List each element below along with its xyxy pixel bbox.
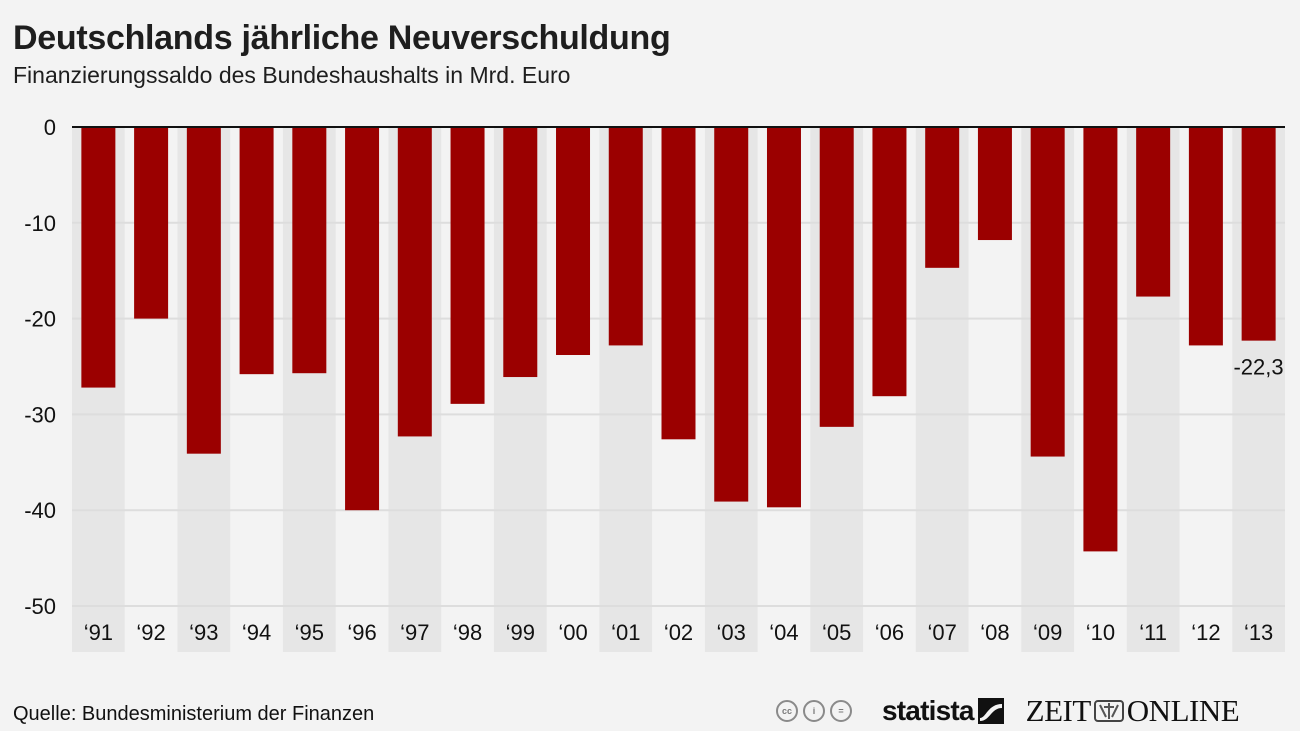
bars: [81, 127, 1276, 552]
column-bands: [72, 127, 1285, 652]
bar-17: [977, 127, 1012, 241]
x-tick-label: ‘91: [84, 620, 113, 645]
x-tick-label: ‘98: [453, 620, 482, 645]
x-tick-label: ‘95: [295, 620, 324, 645]
footer-logos: cc i = statista ZEIT ONLINE: [776, 693, 1240, 729]
x-tick-label: ‘99: [506, 620, 535, 645]
bar-1: [134, 127, 169, 319]
y-tick-label: -20: [24, 307, 56, 332]
x-tick-label: ‘93: [189, 620, 218, 645]
x-tick-label: ‘05: [822, 620, 851, 645]
bar-8: [503, 127, 538, 378]
zeit-online-logo[interactable]: ZEIT ONLINE: [1026, 693, 1240, 729]
x-tick-label: ‘97: [400, 620, 429, 645]
y-tick-label: 0: [44, 115, 56, 140]
x-tick-label: ‘03: [717, 620, 746, 645]
bar-22: [1241, 127, 1276, 341]
y-tick-label: -40: [24, 498, 56, 523]
bar-2: [186, 127, 221, 454]
x-tick-label: ‘02: [664, 620, 693, 645]
x-tick-label: ‘01: [611, 620, 640, 645]
x-tick-label: ‘09: [1033, 620, 1062, 645]
bar-11: [661, 127, 696, 440]
y-tick-label: -30: [24, 402, 56, 427]
bar-13: [766, 127, 801, 508]
chart-title: Deutschlands jährliche Neuverschuldung: [13, 19, 671, 57]
x-tick-label: ‘10: [1086, 620, 1115, 645]
bar-3: [239, 127, 274, 375]
online-wordmark: ONLINE: [1126, 693, 1240, 728]
chart-subtitle: Finanzierungssaldo des Bundeshaushalts i…: [13, 62, 571, 88]
statista-wordmark: statista: [882, 695, 974, 726]
bar-chart: 0-10-20-30-40-50 ‘91 ‘92 ‘93 ‘94 ‘95 ‘96 ‘97 ‘9…: [24, 115, 1285, 652]
x-tick-label: ‘00: [558, 620, 587, 645]
bar-15: [872, 127, 907, 397]
bar-4: [292, 127, 327, 374]
x-tick-label: ‘96: [347, 620, 376, 645]
y-tick-label: -50: [24, 594, 56, 619]
bar-21: [1188, 127, 1223, 346]
bar-14: [819, 127, 854, 427]
bar-9: [556, 127, 591, 356]
cc-icon[interactable]: cc: [776, 700, 798, 722]
zeit-wordmark: ZEIT: [1025, 693, 1092, 728]
x-tick-label: ‘08: [980, 620, 1009, 645]
by-attribution-icon[interactable]: i: [803, 700, 825, 722]
x-tick-label: ‘06: [875, 620, 904, 645]
bar-16: [925, 127, 960, 268]
bar-18: [1030, 127, 1065, 457]
bar-10: [608, 127, 643, 346]
x-axis-ticks: ‘91 ‘92 ‘93 ‘94 ‘95 ‘96 ‘97 ‘98 ‘99 ‘00 ‘01 ‘02 ‘03 ‘…: [84, 620, 1274, 645]
bar-19: [1083, 127, 1118, 552]
x-tick-label: ‘12: [1191, 620, 1220, 645]
no-derivatives-icon[interactable]: =: [830, 700, 852, 722]
bar-5: [345, 127, 380, 511]
statista-mark-icon: [977, 698, 1004, 724]
x-tick-label: ‘94: [242, 620, 271, 645]
x-tick-label: ‘11: [1139, 620, 1167, 645]
x-tick-label: ‘13: [1244, 620, 1273, 645]
x-tick-label: ‘04: [769, 620, 798, 645]
y-axis-ticks: 0 -10 -20 -30 -40 -50: [24, 115, 56, 619]
data-label: -22,3: [1233, 355, 1283, 380]
bar-20: [1136, 127, 1171, 297]
data-labels: -22,3: [1233, 355, 1283, 380]
y-tick-label: -10: [24, 211, 56, 236]
x-tick-label: ‘92: [136, 620, 165, 645]
bar-6: [397, 127, 432, 437]
x-tick-label: ‘07: [928, 620, 957, 645]
zeit-crest-icon: [1093, 700, 1124, 722]
bar-7: [450, 127, 485, 404]
bar-12: [714, 127, 749, 502]
source-note: Quelle: Bundesministerium der Finanzen: [13, 703, 375, 725]
statista-logo[interactable]: statista: [882, 695, 1004, 727]
bar-0: [81, 127, 116, 388]
